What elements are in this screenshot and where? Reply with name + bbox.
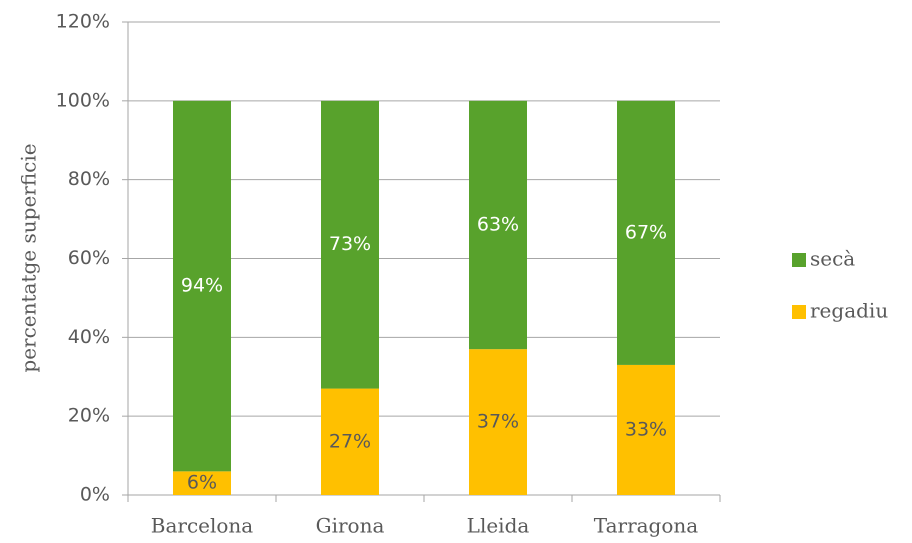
legend-label: secà — [810, 247, 855, 271]
y-tick-label: 20% — [68, 405, 110, 427]
bar-segment — [321, 100, 379, 389]
value-label: 37% — [477, 411, 519, 433]
legend-label: regadiu — [810, 299, 888, 323]
y-tick-label: 60% — [68, 247, 110, 269]
value-label: 33% — [625, 418, 667, 440]
value-label: 63% — [477, 213, 519, 235]
x-tick-label: Barcelona — [151, 514, 254, 538]
bar-segment — [173, 471, 231, 495]
value-label: 67% — [625, 221, 667, 243]
x-tick-label: Tarragona — [594, 514, 698, 538]
legend-swatch — [792, 305, 806, 319]
x-tick-label: Girona — [316, 514, 385, 538]
bar-segment — [173, 100, 231, 472]
y-tick-label: 80% — [68, 168, 110, 190]
bar-segment — [617, 364, 675, 495]
y-tick-label: 40% — [68, 326, 110, 348]
value-label: 27% — [329, 430, 371, 452]
legend-swatch — [792, 253, 806, 267]
bar-segment — [617, 100, 675, 365]
x-tick-label: Lleida — [467, 514, 530, 538]
y-tick-label: 0% — [80, 484, 110, 506]
value-label: 73% — [329, 233, 371, 255]
bar-segment — [469, 349, 527, 495]
value-label: 94% — [181, 275, 223, 297]
y-tick-label: 120% — [56, 11, 110, 33]
y-axis-label: percentatge superficie — [17, 143, 41, 372]
y-tick-label: 100% — [56, 89, 110, 111]
bar-segment — [321, 388, 379, 495]
value-label: 6% — [187, 472, 217, 494]
bar-segment — [469, 100, 527, 350]
